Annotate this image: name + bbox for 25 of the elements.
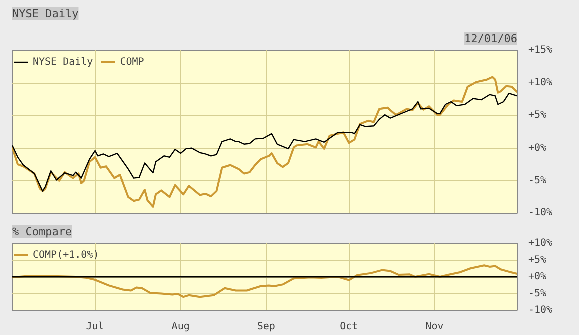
y-tick-label: -10% [528, 208, 553, 218]
line-series [12, 76, 518, 208]
y-tick-label: +15% [528, 45, 553, 56]
y-tick-label: +5% [528, 254, 547, 266]
legend-label: COMP(+1.0%) [33, 250, 100, 260]
x-tick-label: Oct [340, 322, 358, 332]
chart-title: NYSE Daily [12, 8, 80, 20]
x-tick-label: Sep [257, 322, 276, 332]
x-tick-label: Jul [86, 322, 104, 332]
y-tick-label: +0% [528, 142, 547, 154]
chart-title: % Compare [12, 226, 72, 238]
x-tick-label: Nov [426, 322, 444, 332]
x-tick-label: Aug [172, 322, 190, 332]
line-series [12, 92, 518, 192]
y-tick-label: -5% [528, 175, 547, 186]
legend-label: NYSE Daily [33, 56, 94, 68]
y-tick-label: +5% [528, 110, 547, 122]
text: 12/01/06 [464, 32, 518, 46]
y-tick-label: +0% [528, 272, 547, 282]
line-series [12, 264, 518, 298]
y-tick-label: -10% [528, 305, 553, 316]
y-tick-label: +10% [528, 78, 553, 89]
y-tick-label: -5% [528, 288, 547, 300]
y-tick-label: +10% [528, 238, 553, 249]
legend-label: COMP [120, 56, 144, 68]
